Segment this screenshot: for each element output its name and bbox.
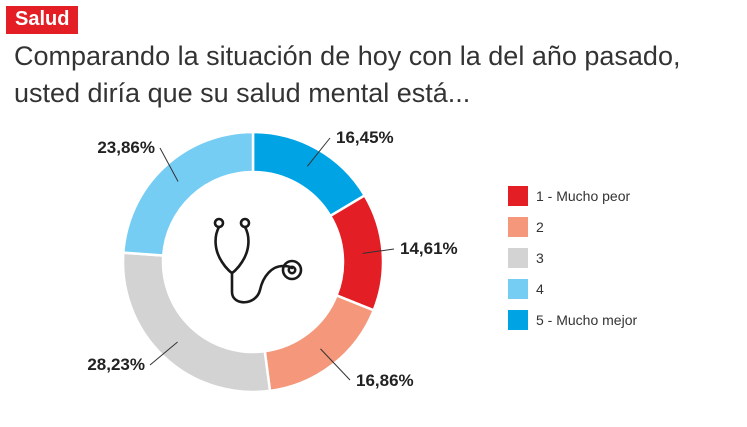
data-label: 16,86%: [356, 371, 414, 390]
leader-lines: [149, 137, 395, 381]
data-label: 28,23%: [87, 355, 145, 374]
donut-slices: [121, 130, 385, 394]
leader-line: [306, 137, 331, 167]
chart-title: Comparando la situación de hoy con la de…: [14, 38, 734, 112]
donut-slice: [121, 130, 255, 257]
legend-label: 2: [536, 219, 544, 235]
legend-label: 1 - Mucho peor: [536, 188, 631, 204]
legend-label: 4: [536, 281, 544, 297]
legend-swatch: [508, 279, 528, 299]
legend-swatch: [508, 310, 528, 330]
legend-swatch: [508, 186, 528, 206]
legend-swatch: [508, 248, 528, 268]
legend-label: 5 - Mucho mejor: [536, 312, 638, 328]
data-labels: 16,45% 14,61% 16,86% 28,23% 23,86%: [87, 128, 457, 390]
data-label: 23,86%: [97, 138, 155, 157]
leader-line: [362, 248, 395, 254]
leader-line: [149, 341, 178, 366]
section-tag: Salud: [6, 6, 79, 34]
data-label: 16,45%: [336, 128, 394, 147]
stethoscope-icon: [213, 217, 303, 304]
legend-swatch: [508, 217, 528, 237]
leader-line: [159, 147, 179, 182]
title-line-2: usted diría que su salud mental está...: [14, 78, 471, 108]
donut-slice: [121, 251, 272, 394]
leader-line: [320, 348, 351, 381]
legend-label: 3: [536, 250, 544, 266]
donut-slice: [328, 193, 385, 312]
data-label: 14,61%: [400, 239, 458, 258]
title-line-1: Comparando la situación de hoy con la de…: [14, 41, 681, 71]
